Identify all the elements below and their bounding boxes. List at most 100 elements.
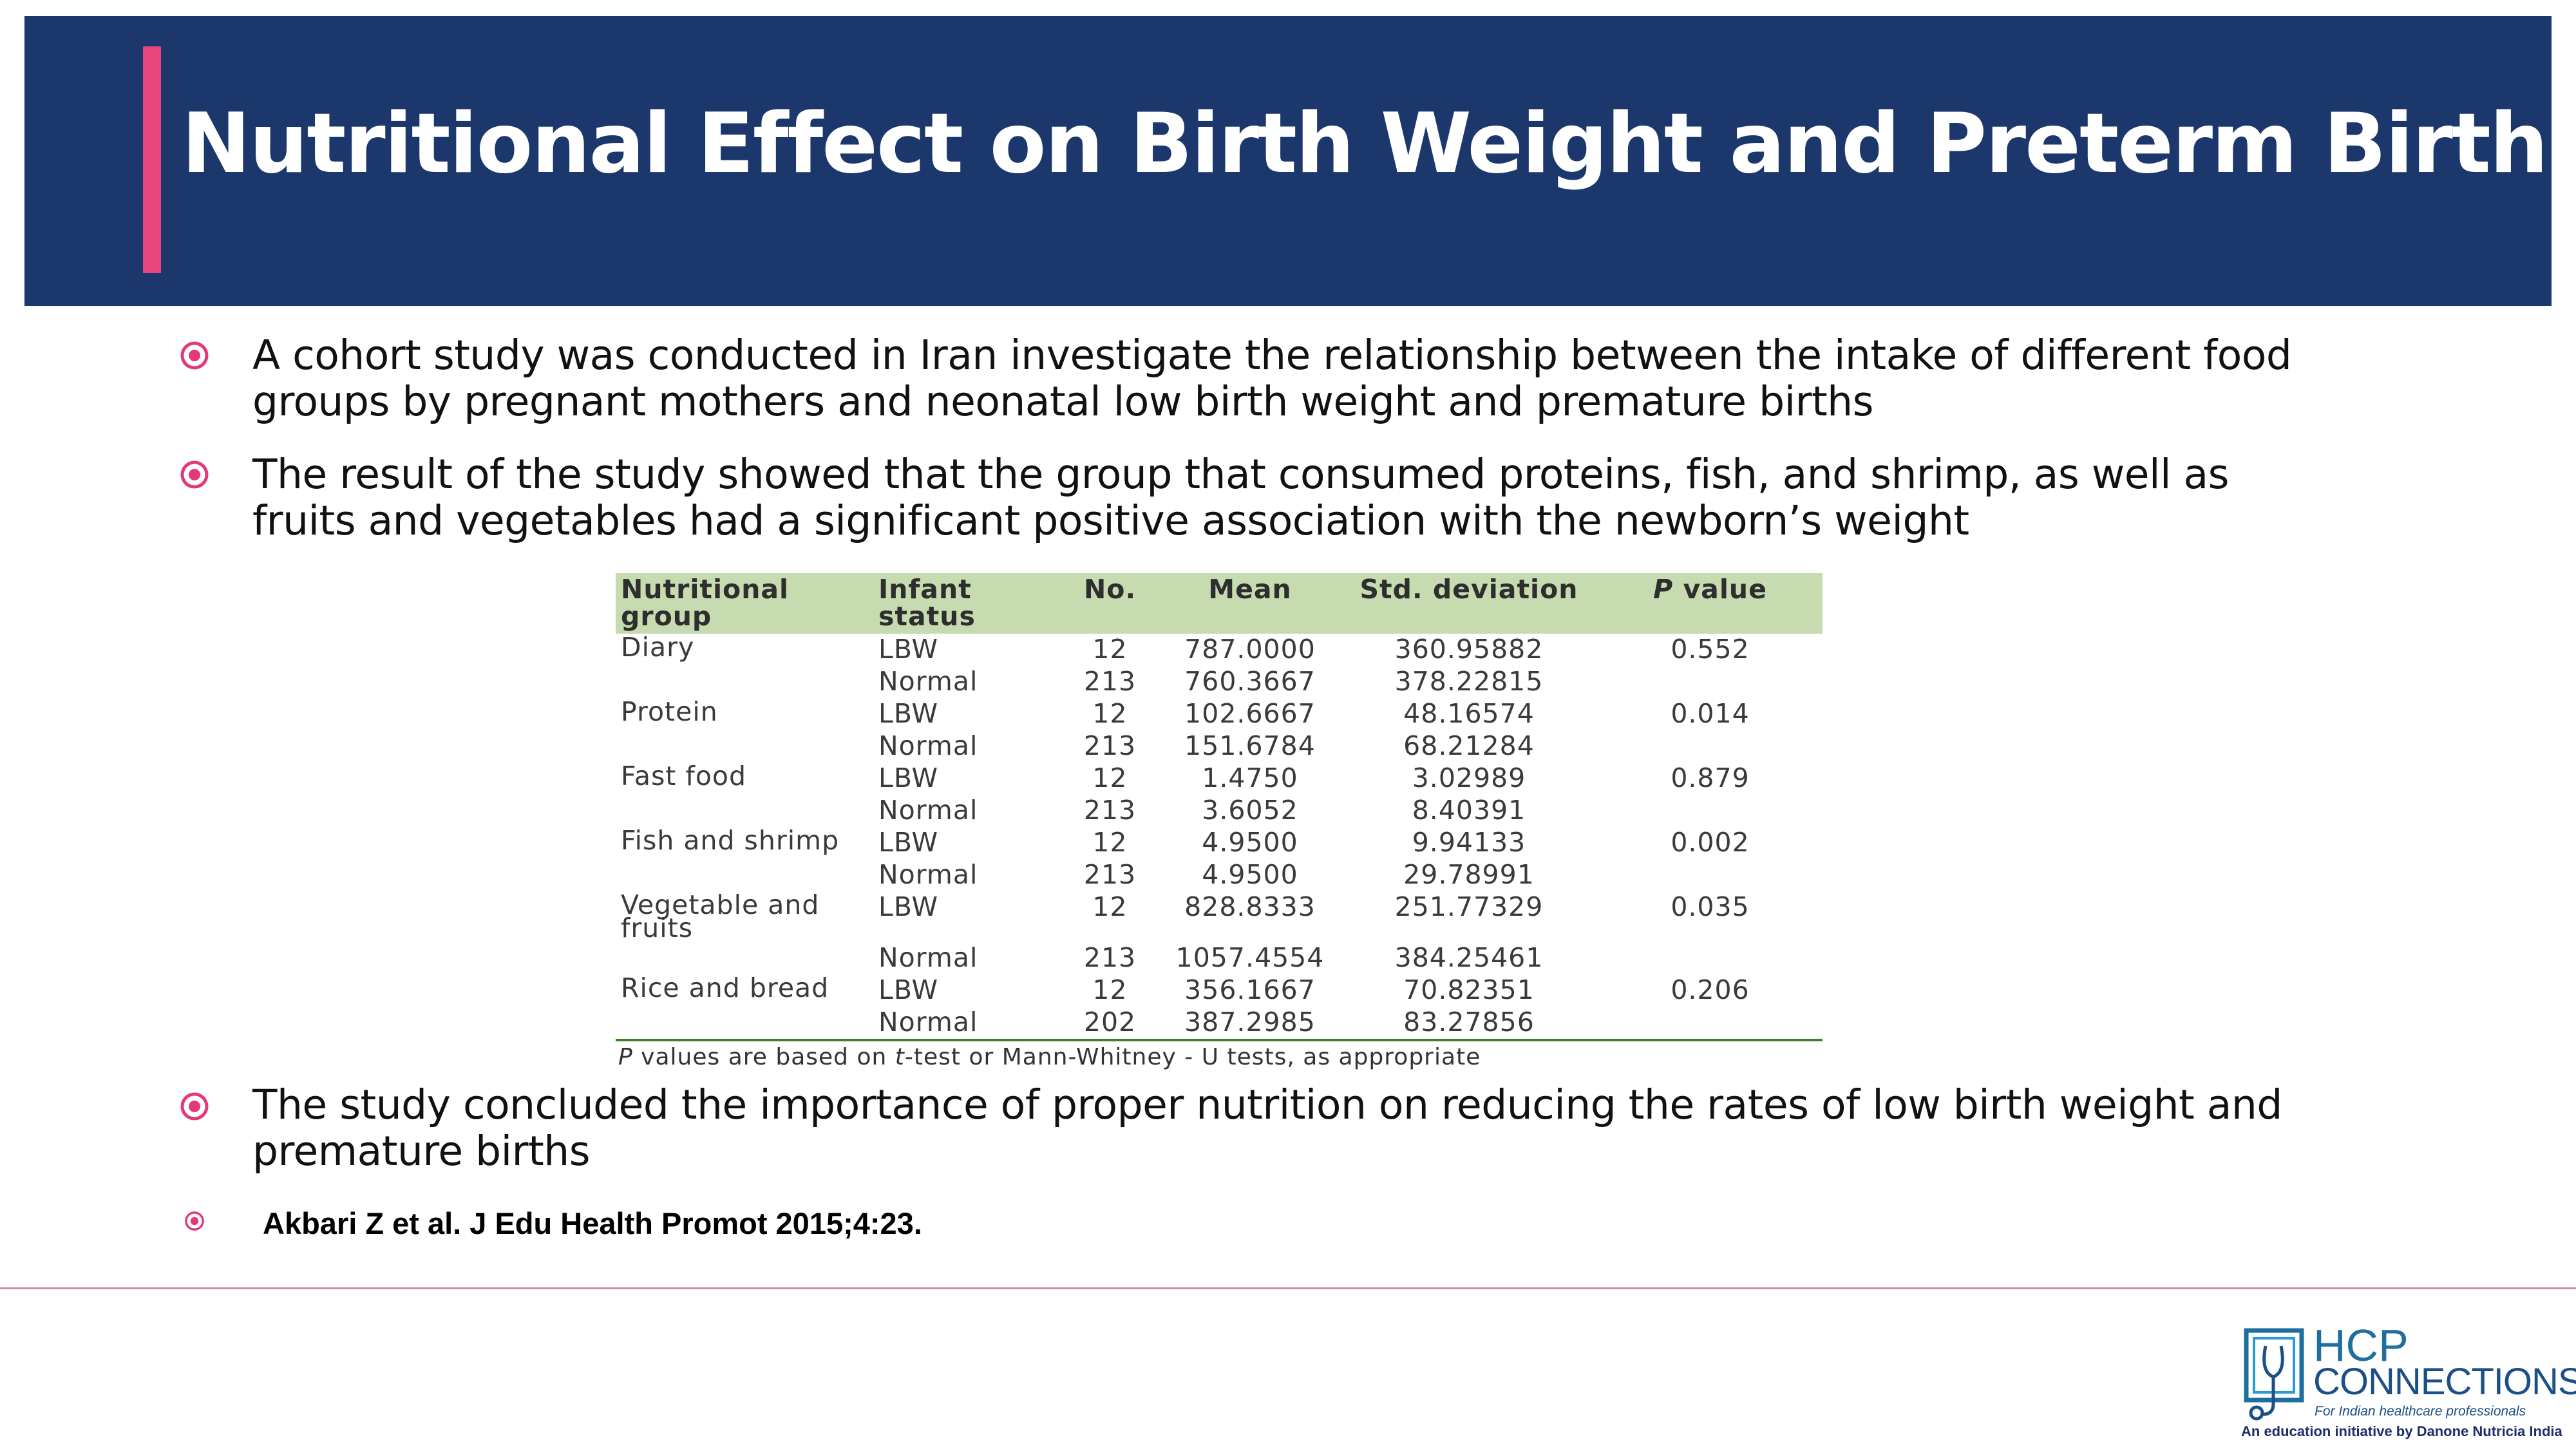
table-row: Normal 213 151.6784 68.21284	[616, 730, 1823, 762]
table-row: Normal 213 4.9500 29.78991	[616, 859, 1823, 891]
table-bottom-rule	[616, 1039, 1823, 1041]
cell-infant-status: LBW	[878, 762, 939, 793]
cell-std-deviation: 48.16574	[1403, 698, 1535, 729]
cell-no: 12	[1092, 698, 1128, 729]
cell-no: 12	[1092, 762, 1128, 793]
cell-std-deviation: 83.27856	[1403, 1007, 1535, 1037]
bullet-text-1: A cohort study was conducted in Iran inv…	[252, 332, 2292, 425]
table-row: Normal 213 1057.4554 384.25461	[616, 942, 1823, 974]
bullet-icon	[180, 1092, 209, 1121]
cell-std-deviation: 378.22815	[1394, 666, 1544, 697]
cell-no: 213	[1083, 859, 1137, 890]
cell-mean: 102.6667	[1184, 698, 1316, 729]
cell-infant-status: Normal	[878, 730, 978, 761]
cell-mean: 828.8333	[1184, 891, 1316, 922]
cell-mean: 151.6784	[1184, 730, 1316, 761]
cell-mean: 760.3667	[1184, 666, 1316, 697]
cell-no: 213	[1083, 795, 1137, 826]
header-mean: Mean	[1160, 573, 1340, 634]
logo-hcp-text: HCP	[2313, 1320, 2409, 1370]
cell-nutritional-group: Fast food	[621, 761, 747, 791]
cell-p-value: 0.035	[1671, 891, 1750, 922]
cell-p-value	[1598, 730, 1823, 762]
cell-nutritional-group: Rice and bread	[621, 972, 829, 1003]
cell-infant-status: Normal	[878, 666, 978, 697]
cell-nutritional-group: Vegetable and fruits	[621, 889, 820, 943]
table-body: Diary LBW 12 787.0000 360.95882 0.552 Normal 21…	[616, 634, 1823, 1039]
bullet-icon	[180, 341, 209, 370]
header-std-deviation: Std. deviation	[1340, 573, 1598, 634]
header-no: No.	[1060, 573, 1160, 634]
header-nutritional-group: Nutritional group	[616, 573, 873, 634]
cell-no: 202	[1083, 1007, 1137, 1037]
cell-mean: 4.9500	[1202, 859, 1298, 890]
cell-p-value	[1598, 859, 1823, 891]
slide-title: Nutritional Effect on Birth Weight and P…	[182, 96, 2548, 192]
cell-p-value: 0.206	[1671, 974, 1750, 1005]
cell-nutritional-group	[616, 859, 873, 891]
table-footnote: P values are based on t-test or Mann-Whi…	[618, 1044, 1481, 1070]
cell-p-value	[1598, 942, 1823, 974]
reference-citation: Akbari Z et al. J Edu Health Promot 2015…	[263, 1206, 922, 1240]
cell-no: 12	[1092, 827, 1128, 858]
cell-mean: 1.4750	[1202, 762, 1298, 793]
table-row: Rice and bread LBW 12 356.1667 70.82351 0.206	[616, 974, 1823, 1007]
cell-nutritional-group	[616, 795, 873, 827]
cell-no: 213	[1083, 942, 1137, 973]
cell-mean: 787.0000	[1184, 634, 1316, 665]
cell-infant-status: LBW	[878, 827, 939, 858]
cell-nutritional-group: Diary	[621, 632, 695, 663]
hcp-connections-logo: HCP CONNECTIONS For Indian healthcare pr…	[2241, 1320, 2576, 1443]
cell-p-value: 0.879	[1671, 762, 1750, 793]
cell-p-value	[1598, 1007, 1823, 1039]
cell-mean: 4.9500	[1202, 827, 1298, 858]
bullet-icon	[180, 460, 209, 489]
cell-p-value: 0.014	[1671, 698, 1750, 729]
cell-p-value	[1598, 795, 1823, 827]
cell-no: 213	[1083, 666, 1137, 697]
table-row: Fast food LBW 12 1.4750 3.02989 0.879	[616, 762, 1823, 795]
cell-std-deviation: 8.40391	[1412, 795, 1526, 826]
table-row: Vegetable and fruits LBW 12 828.8333 251.773…	[616, 891, 1823, 942]
table-header-row: Nutritional group Infant status No. Mean…	[616, 573, 1823, 634]
cell-infant-status: Normal	[878, 942, 978, 973]
cell-std-deviation: 9.94133	[1412, 827, 1526, 858]
cell-infant-status: Normal	[878, 795, 978, 826]
cell-mean: 387.2985	[1184, 1007, 1316, 1037]
cell-mean: 356.1667	[1184, 974, 1316, 1005]
logo-connections-text: CONNECTIONS	[2313, 1361, 2576, 1403]
header-p-value: P value	[1598, 573, 1823, 634]
cell-no: 12	[1092, 634, 1128, 665]
bullet-text-3: The study concluded the importance of pr…	[252, 1081, 2282, 1175]
cell-no: 213	[1083, 730, 1137, 761]
header-infant-status: Infant status	[873, 573, 1060, 634]
table-row: Normal 213 760.3667 378.22815	[616, 666, 1823, 698]
logo-initiative: An education initiative by Danone Nutric…	[2241, 1423, 2562, 1439]
cell-nutritional-group	[616, 1007, 873, 1039]
cell-infant-status: LBW	[878, 634, 939, 665]
results-table-figure: Nutritional group Infant status No. Mean…	[616, 573, 1823, 1070]
cell-nutritional-group: Protein	[621, 696, 718, 727]
stethoscope-icon	[2244, 1328, 2304, 1421]
cell-infant-status: LBW	[878, 974, 939, 1005]
cell-nutritional-group: Fish and shrimp	[621, 825, 840, 856]
table-row: Normal 213 3.6052 8.40391	[616, 795, 1823, 827]
cell-mean: 3.6052	[1202, 795, 1298, 826]
cell-infant-status: Normal	[878, 1007, 978, 1037]
cell-p-value	[1598, 666, 1823, 698]
cell-infant-status: Normal	[878, 859, 978, 890]
cell-std-deviation: 251.77329	[1394, 891, 1544, 922]
cell-std-deviation: 68.21284	[1403, 730, 1535, 761]
cell-no: 12	[1092, 891, 1128, 922]
cell-no: 12	[1092, 974, 1128, 1005]
footer-divider	[0, 1287, 2576, 1289]
cell-std-deviation: 360.95882	[1394, 634, 1544, 665]
cell-std-deviation: 29.78991	[1403, 859, 1535, 890]
title-accent-bar	[143, 46, 161, 273]
logo-tagline: For Indian healthcare professionals	[2315, 1404, 2526, 1419]
table-row: Fish and shrimp LBW 12 4.9500 9.94133 0.002	[616, 827, 1823, 859]
cell-p-value: 0.002	[1671, 827, 1750, 858]
cell-mean: 1057.4554	[1175, 942, 1325, 973]
cell-infant-status: LBW	[878, 891, 939, 922]
bullet-icon	[185, 1211, 204, 1231]
